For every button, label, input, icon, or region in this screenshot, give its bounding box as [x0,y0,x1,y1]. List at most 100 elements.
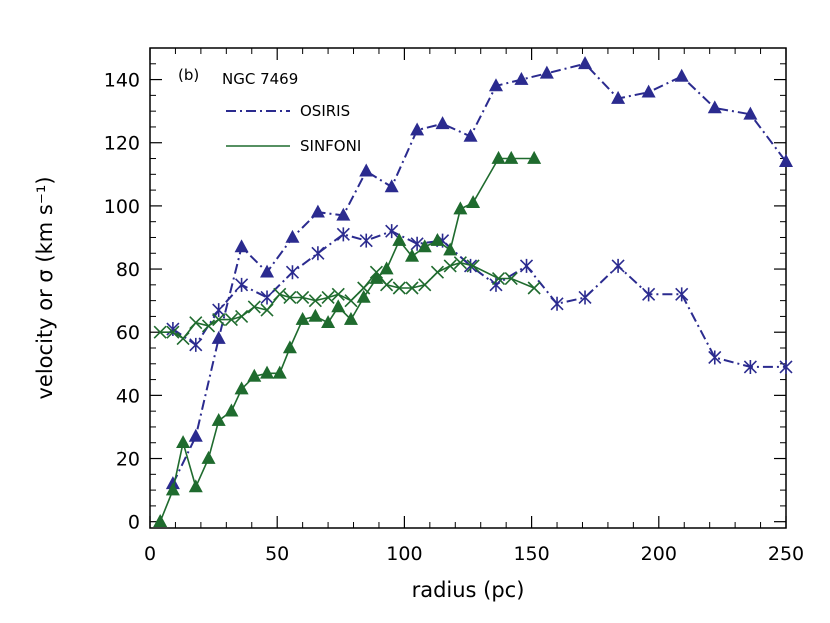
triangle-marker [211,413,226,426]
triangle-marker [331,299,346,313]
triangle-marker [578,56,593,70]
asterisk-marker [336,227,350,242]
asterisk-marker [578,290,592,305]
y-tick-label: 40 [116,385,140,407]
series-osiris-velocity [165,56,794,490]
cross-marker [273,287,287,301]
cross-marker [308,294,322,308]
x-tick-label: 50 [265,543,289,565]
cross-marker [357,281,371,295]
x-tick-labels: 0 50 100 150 200 250 [144,543,804,565]
y-tick-label: 80 [116,259,140,281]
y-tick-label: 60 [116,322,140,344]
legend-sinfoni-label: SINFONI [300,137,361,155]
triangle-marker [176,435,191,449]
triangle-marker [384,179,399,193]
x-axis-title: radius (pc) [412,578,525,602]
triangle-marker [743,106,758,120]
cross-marker [392,281,406,295]
asterisk-marker [285,265,300,280]
triangle-marker [410,122,425,136]
asterisk-marker [611,258,625,273]
cross-marker [418,278,432,292]
asterisk-marker [311,246,325,261]
y-tick-label: 20 [116,449,140,471]
cross-marker [189,316,203,330]
x-tick-label: 150 [513,543,549,565]
asterisk-marker [260,290,274,305]
x-tick-label: 250 [768,543,804,565]
triangle-marker [282,340,297,354]
triangle-marker [369,270,384,284]
triangle-marker [707,100,722,114]
triangle-marker [201,450,216,464]
triangle-marker [272,365,287,379]
triangle-marker [527,150,542,164]
series-line [172,230,786,368]
triangle-marker [778,154,794,167]
cross-marker [321,290,335,305]
cross-marker [369,265,383,279]
triangle-marker [641,84,656,98]
triangle-marker [359,163,374,177]
cross-marker [235,309,249,323]
cross-marker [344,294,358,308]
triangle-marker [379,261,394,275]
triangle-marker [405,248,420,262]
cross-marker [201,319,216,333]
triangle-marker [153,514,168,527]
triangle-marker [211,330,226,344]
asterisk-marker [519,258,534,273]
legend-osiris-label: OSIRIS [300,102,350,120]
cross-marker [283,290,297,305]
series-sinfoni-dispersion [153,256,541,346]
asterisk-marker [675,287,689,302]
triangle-marker [453,201,468,215]
triangle-marker [674,68,689,82]
cross-marker [212,313,226,327]
x-tick-label: 200 [641,543,677,565]
asterisk-marker [743,359,757,374]
triangle-marker [336,207,351,221]
triangle-marker [234,381,249,395]
x-tick-label: 100 [386,543,422,565]
cross-marker [527,281,541,295]
triangle-marker [611,90,626,104]
triangle-marker [430,233,445,246]
cross-marker [405,281,419,295]
y-tick-labels: 0 20 40 60 80 100 120 140 [104,70,140,534]
triangle-marker [234,239,249,253]
triangle-marker [491,150,506,164]
triangle-marker [308,308,323,322]
cross-marker [296,290,310,305]
asterisk-marker [189,337,203,352]
y-tick-label: 0 [128,512,140,534]
triangle-marker [224,403,239,417]
asterisk-marker [235,277,249,292]
triangle-marker [188,428,203,442]
asterisk-marker [779,359,793,374]
cross-marker [380,278,394,292]
asterisk-marker [385,224,399,239]
triangle-marker [356,289,371,303]
triangle-marker [165,482,180,496]
triangle-marker [285,229,300,243]
triangle-marker [260,365,275,379]
asterisk-marker [359,233,373,248]
cross-marker [443,259,457,273]
cross-marker [491,271,506,286]
triangle-marker [392,233,407,246]
cross-marker [153,325,167,339]
triangle-marker [443,242,458,256]
panel-label: (b) [178,66,199,84]
cross-marker [176,331,190,346]
cross-marker [430,265,445,279]
triangle-marker [247,368,262,382]
cross-marker [224,313,238,327]
x-tick-label: 0 [144,543,156,565]
triangle-marker [463,128,478,142]
asterisk-marker [212,303,226,318]
cross-marker [453,256,467,270]
series-line [159,157,535,522]
